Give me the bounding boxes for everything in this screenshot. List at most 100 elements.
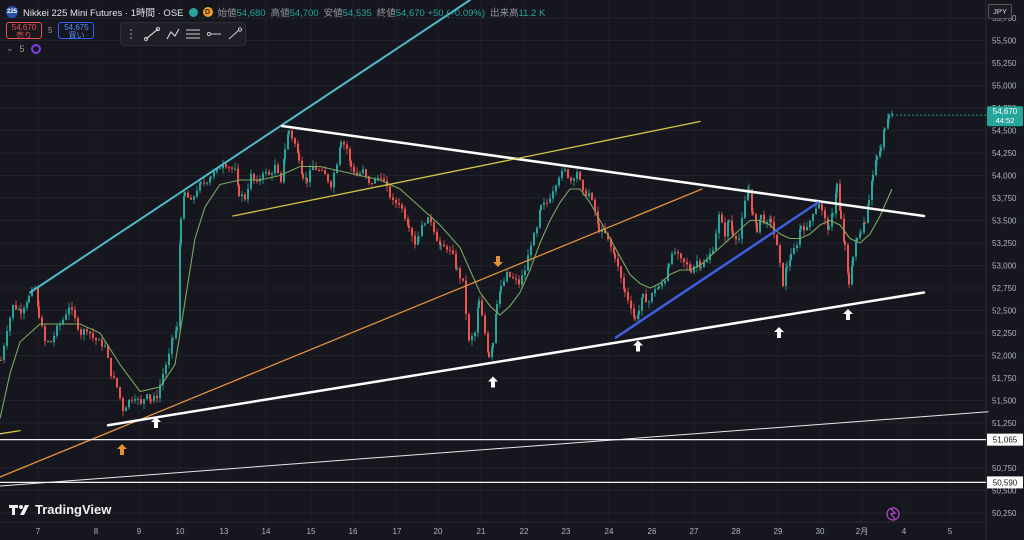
x-tick-label: 2月 [856,527,868,536]
candle-body [690,269,692,273]
candle-body [284,149,286,160]
candle-body [140,398,142,404]
candle-body [875,159,877,175]
ray-tool-icon[interactable] [227,27,243,41]
candle-body [696,260,698,267]
candle-body [162,373,164,385]
price-tag-countdown: 44:52 [996,116,1015,125]
currency-selector[interactable]: JPY [988,4,1012,19]
candle-body [283,159,285,183]
chart-title[interactable]: Nikkei 225 Mini Futures · 1時間 · OSE [23,8,184,19]
candle-body [430,217,432,223]
candle-body [856,237,858,241]
candle-body [671,253,673,264]
candle-body [89,331,91,334]
candle-body [735,236,737,240]
y-tick-label: 53,500 [992,217,1017,226]
candle-body [176,326,178,331]
candle-body [146,394,148,400]
x-tick-label: 21 [477,527,486,536]
x-tick-label: 24 [605,527,614,536]
indicator-icon[interactable] [30,43,41,54]
candle-body [683,258,685,263]
candle-body [392,197,394,200]
trend-line-tool-icon[interactable] [143,27,160,41]
candle-body [527,255,529,271]
candle-body [377,177,379,179]
candle-body [582,179,584,191]
candle-body [62,319,64,325]
candle-body [349,148,351,161]
buy-button[interactable]: 54,675 買い [58,22,95,40]
x-tick-label: 7 [36,527,41,536]
indicator-row[interactable]: ⌄ 5 [6,43,41,54]
candle-body [38,306,40,318]
drawing-toolbar [120,22,246,46]
parallel-channel-tool-icon[interactable] [185,27,201,41]
candle-body [452,250,454,254]
chevron-down-icon[interactable]: ⌄ [6,43,14,53]
candle-body [277,164,279,174]
candle-body [265,171,267,174]
x-tick-label: 22 [520,527,529,536]
candle-body [570,177,572,181]
candle-body [634,316,636,319]
candle-body [492,343,494,348]
candle-body [844,241,846,245]
candle-body [728,220,730,222]
y-tick-label: 54,000 [992,172,1017,181]
sell-button[interactable]: 54,670 売り [6,22,42,40]
candle-body [832,213,834,215]
candle-body [623,277,625,290]
candle-body [302,174,304,179]
candle-body [253,173,255,180]
candle-body [153,395,155,401]
candle-body [74,309,76,318]
candle-body [408,225,410,229]
candle-body [374,178,376,184]
y-tick-label: 51,250 [992,419,1017,428]
candle-body [803,225,805,231]
x-tick-label: 17 [393,527,402,536]
candle-body [561,170,563,178]
candle-body [868,199,870,206]
drag-handle-icon[interactable] [123,27,139,41]
candle-body [15,305,17,310]
candle-body [312,166,314,171]
candle-body [238,185,240,197]
candle-body [610,239,612,247]
sell-price: 54,670 [11,23,37,32]
candle-body [859,233,861,238]
candle-body [718,214,720,234]
candle-body [274,164,276,174]
candle-body [219,168,221,170]
symbol-badge: 225 [6,6,18,18]
candle-body [37,287,39,307]
candle-body [630,300,632,309]
candle-body [759,219,761,233]
candle-body [703,262,705,268]
candle-body [107,345,109,358]
candle-body [680,253,682,259]
candle-body [624,289,626,293]
candle-body [280,173,282,183]
horizontal-ray-tool-icon[interactable] [206,27,222,41]
candle-body [699,260,701,268]
candle-body [180,218,182,245]
x-tick-label: 16 [349,527,358,536]
x-tick-label: 13 [220,527,229,536]
candle-body [131,399,133,401]
candle-body [28,295,30,303]
candle-body [449,249,451,251]
arrow-down-icon [493,256,503,267]
path-tool-icon[interactable] [165,27,181,41]
candle-body [459,268,461,279]
candle-body [731,220,733,232]
candle-body [818,203,820,209]
candle-body [487,333,489,353]
x-tick-label: 9 [137,527,142,536]
candle-body [478,300,480,308]
candle-body [321,170,323,172]
x-tick-label: 27 [690,527,699,536]
